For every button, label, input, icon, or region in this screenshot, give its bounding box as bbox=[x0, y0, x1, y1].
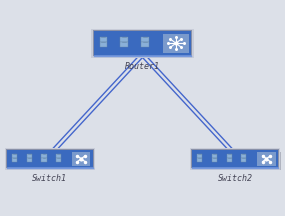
FancyBboxPatch shape bbox=[121, 37, 128, 42]
Text: Switch1: Switch1 bbox=[32, 174, 67, 183]
FancyBboxPatch shape bbox=[227, 158, 232, 162]
FancyBboxPatch shape bbox=[121, 42, 128, 47]
FancyBboxPatch shape bbox=[99, 37, 107, 42]
FancyBboxPatch shape bbox=[227, 154, 232, 158]
FancyBboxPatch shape bbox=[41, 158, 46, 162]
FancyBboxPatch shape bbox=[141, 42, 149, 47]
FancyBboxPatch shape bbox=[7, 150, 93, 168]
FancyBboxPatch shape bbox=[197, 158, 202, 162]
FancyBboxPatch shape bbox=[191, 149, 279, 168]
FancyBboxPatch shape bbox=[12, 158, 17, 162]
FancyBboxPatch shape bbox=[12, 154, 17, 158]
FancyBboxPatch shape bbox=[72, 152, 90, 166]
FancyBboxPatch shape bbox=[94, 31, 191, 56]
FancyBboxPatch shape bbox=[56, 158, 61, 162]
FancyBboxPatch shape bbox=[241, 158, 247, 162]
FancyBboxPatch shape bbox=[212, 158, 217, 162]
FancyBboxPatch shape bbox=[99, 42, 107, 47]
FancyBboxPatch shape bbox=[6, 149, 94, 168]
Text: Router1: Router1 bbox=[125, 62, 160, 71]
FancyBboxPatch shape bbox=[190, 148, 280, 170]
FancyBboxPatch shape bbox=[141, 37, 149, 42]
FancyBboxPatch shape bbox=[41, 154, 46, 158]
FancyBboxPatch shape bbox=[197, 154, 202, 158]
FancyBboxPatch shape bbox=[97, 33, 194, 58]
FancyBboxPatch shape bbox=[192, 150, 278, 168]
FancyBboxPatch shape bbox=[257, 152, 276, 166]
FancyBboxPatch shape bbox=[56, 154, 61, 158]
FancyBboxPatch shape bbox=[241, 154, 247, 158]
FancyBboxPatch shape bbox=[195, 152, 281, 170]
FancyBboxPatch shape bbox=[27, 154, 32, 158]
FancyBboxPatch shape bbox=[93, 30, 192, 56]
Text: Switch2: Switch2 bbox=[218, 174, 253, 183]
FancyBboxPatch shape bbox=[212, 154, 217, 158]
FancyBboxPatch shape bbox=[27, 158, 32, 162]
FancyBboxPatch shape bbox=[163, 33, 189, 53]
FancyBboxPatch shape bbox=[91, 29, 194, 57]
FancyBboxPatch shape bbox=[10, 152, 95, 170]
FancyBboxPatch shape bbox=[5, 148, 95, 170]
